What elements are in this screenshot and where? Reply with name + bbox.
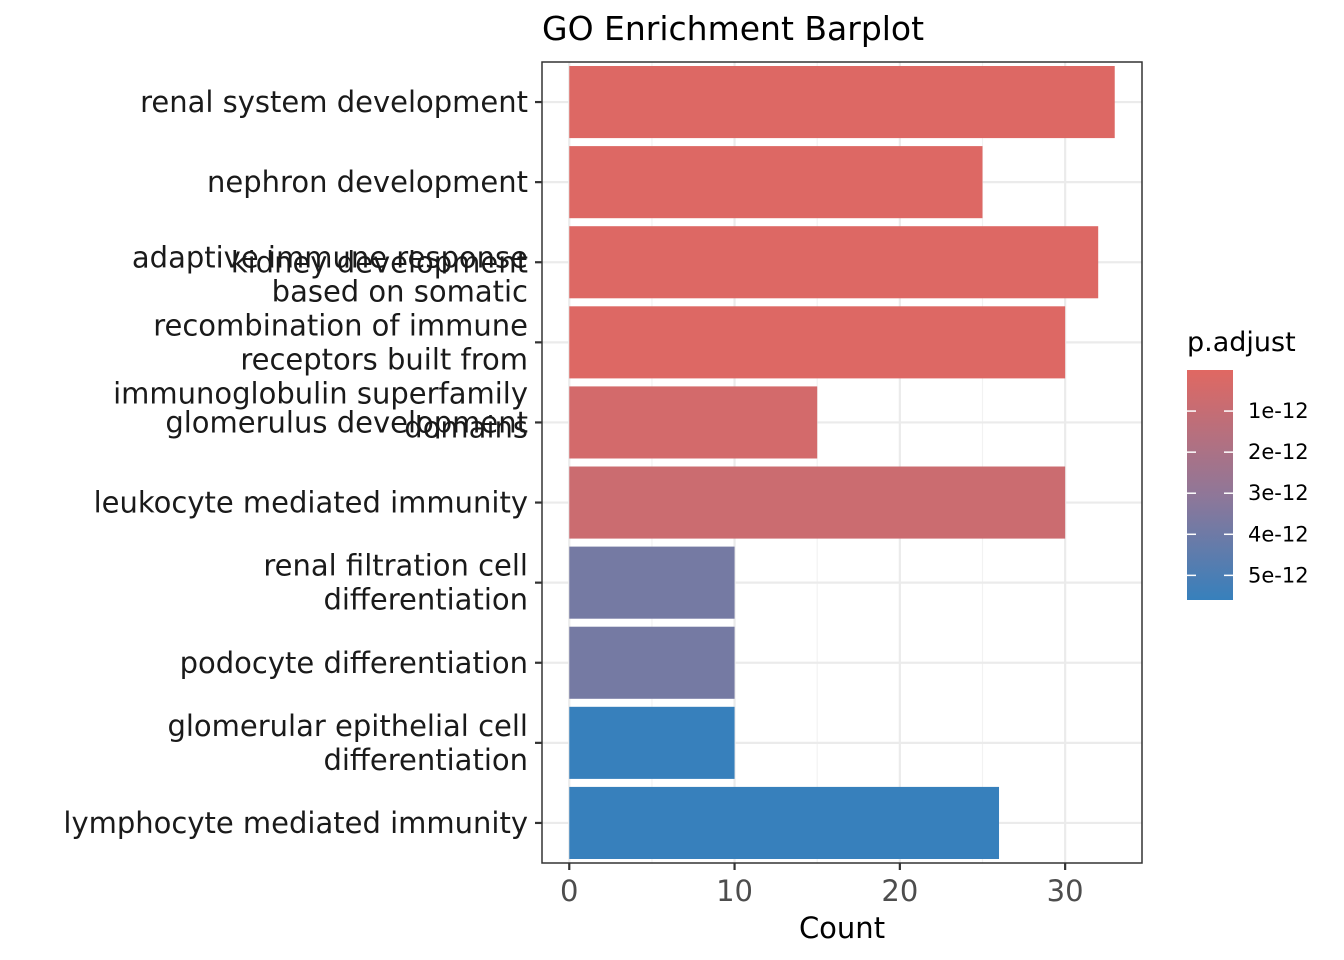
legend-tick-label: 3e-12 [1248,481,1309,505]
y-tick-label: renal filtration cell differentiation [263,549,528,617]
y-tick-label-line: adaptive immune response [132,240,528,274]
y-tick-label: lymphocyte mediated immunity [63,806,528,840]
legend-title: p.adjust [1187,327,1296,358]
y-tick-label-line: differentiation [323,743,528,777]
y-tick-label: leukocyte mediated immunity [94,486,528,520]
y-tick-label-line: recombination of immune [153,308,528,342]
y-tick-label-line: nephron development [207,165,528,199]
legend: p.adjust 1e-12 2e-12 3e-12 4e-12 5e-12 [1187,327,1309,600]
legend-tick-label: 4e-12 [1248,522,1309,546]
bar [569,386,818,459]
chart-title: GO Enrichment Barplot [542,9,924,48]
y-tick-label-line: kidney development [231,245,528,279]
y-tick-label-line: receptors built from [240,342,528,376]
y-axis: renal system development nephron developm… [63,85,542,840]
y-tick-label-line: immunoglobulin superfamily [113,376,528,410]
legend-tick-label: 5e-12 [1248,563,1309,587]
bar [569,706,735,779]
x-axis-title: Count [799,911,885,945]
y-tick-label: glomerular epithelial cell differentiatio… [167,709,528,777]
x-tick-label: 30 [1047,874,1084,908]
y-tick-label-line: differentiation [323,583,528,617]
x-tick-label: 20 [881,874,918,908]
bar-layer [569,66,1115,859]
x-tick-label: 0 [560,874,578,908]
legend-colorbar [1187,370,1233,600]
y-tick-label-line: podocyte differentiation [180,646,528,680]
panel-border [541,61,1143,864]
y-tick-label-line: glomerulus development [165,405,528,439]
y-tick-label-line: lymphocyte mediated immunity [63,806,528,840]
bar [569,306,1066,379]
bar [569,786,1000,859]
bar [569,466,1066,539]
y-tick-label: nephron development [207,165,528,199]
x-axis: 0 10 20 30 [560,863,1084,908]
legend-tick-label: 1e-12 [1248,399,1309,423]
y-tick-label-line: based on somatic [272,274,528,308]
y-tick-label: kidney development [231,245,528,279]
y-tick-label: renal system development [140,85,528,119]
y-tick-label-line: renal system development [140,85,528,119]
y-tick-label: adaptive immune response based on somatic… [113,240,528,444]
y-tick-label-line: leukocyte mediated immunity [94,486,528,520]
y-tick-label-line: renal filtration cell [263,549,528,583]
y-tick-label: glomerulus development [165,405,528,439]
y-tick-label-line: domains [404,410,528,444]
y-tick-label: podocyte differentiation [180,646,528,680]
bar [569,226,1099,299]
bar [569,66,1115,139]
y-tick-label-line: glomerular epithelial cell [167,709,528,743]
x-tick-label: 10 [716,874,753,908]
bar [569,546,735,619]
legend-ticks: 1e-12 2e-12 3e-12 4e-12 5e-12 [1187,399,1309,587]
legend-tick-label: 2e-12 [1248,440,1309,464]
bar [569,626,735,699]
bar [569,146,983,219]
